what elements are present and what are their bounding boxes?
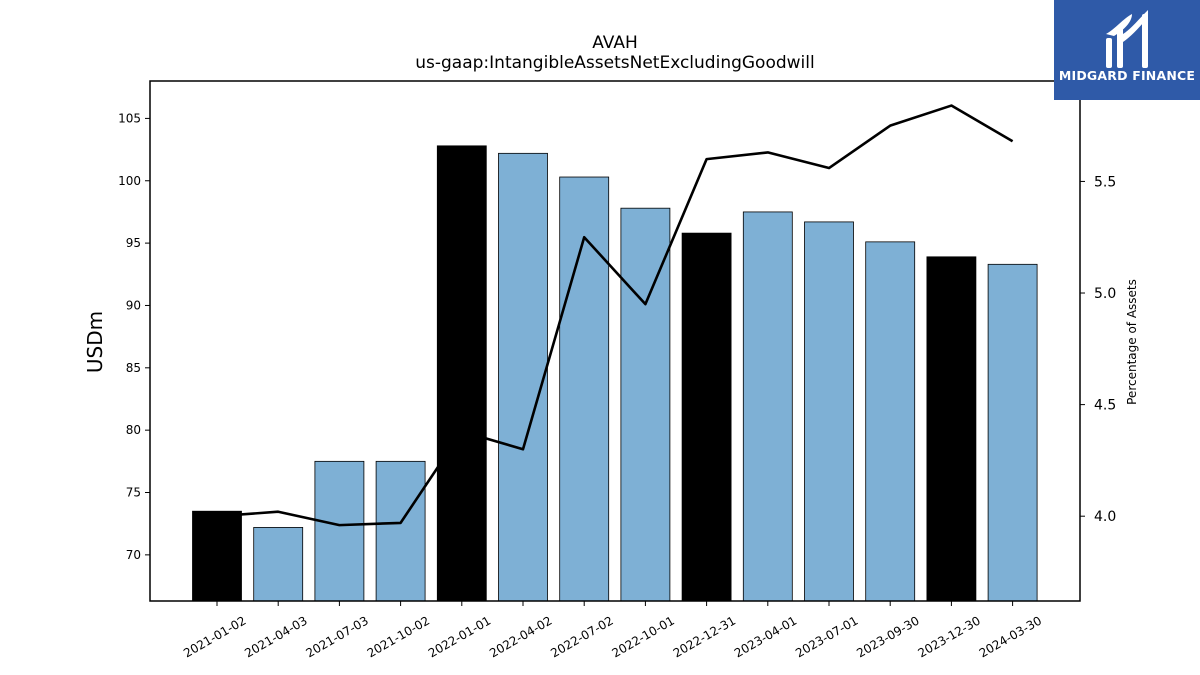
x-tick-label: 2022-10-01 [609,613,676,660]
chart-title: AVAH [592,33,638,53]
y2-axis: 4.0 4.5 5.0 5.5 [1080,174,1116,525]
x-tick-label: 2022-04-02 [487,613,554,660]
y-tick-label: 105 [118,111,141,125]
y-tick-label: 85 [126,361,141,375]
x-tick-label: 2022-07-02 [548,613,615,660]
bar [865,241,916,602]
plot-frame [149,80,1081,602]
bar [987,263,1038,602]
x-tick-label: 2021-01-02 [181,613,248,660]
logo-mark-icon [1106,10,1148,68]
y-tick-label: 70 [126,548,141,562]
bar [742,211,793,602]
series-line [216,104,1014,527]
brand-logo: MIDGARD FINANCE [1054,0,1200,100]
y-tick-label: 90 [126,298,141,312]
line-layer [216,104,1014,527]
y2-tick-label: 4.5 [1094,398,1116,414]
bar [804,221,854,602]
bars-layer [192,145,1038,602]
x-tick-label: 2021-07-03 [303,613,370,660]
y-axis: 70 75 80 85 90 95 100 105 [118,111,150,562]
bar [926,256,977,602]
bar [253,527,304,602]
bar [681,232,732,602]
x-tick-label: 2023-04-01 [732,613,799,660]
x-tick-label: 2023-12-30 [915,613,982,660]
y-tick-label: 100 [118,174,141,188]
x-tick-label: 2023-07-01 [793,613,860,660]
bar [498,152,548,602]
x-tick-label: 2023-09-30 [854,613,921,660]
y2-tick-label: 5.0 [1094,286,1116,302]
x-tick-label: 2024-03-30 [977,613,1044,660]
x-axis: 2021-01-022021-04-032021-07-032021-10-02… [181,601,1044,660]
y-tick-label: 80 [126,423,141,437]
y2-axis-label: Percentage of Assets [1125,279,1139,405]
bar [192,510,242,602]
chart-subtitle: us-gaap:IntangibleAssetsNetExcludingGood… [415,53,814,73]
x-tick-label: 2021-10-02 [365,613,432,660]
y-tick-label: 75 [126,486,141,500]
bar [375,460,426,602]
y2-tick-label: 4.0 [1094,509,1116,525]
bar [620,207,671,602]
x-tick-label: 2022-12-31 [671,613,738,660]
bar [436,145,487,602]
x-tick-label: 2022-01-01 [426,613,493,660]
y-tick-label: 95 [126,236,141,250]
x-tick-label: 2021-04-03 [242,613,309,660]
logo-text: MIDGARD FINANCE [1058,68,1196,83]
y2-tick-label: 5.5 [1094,174,1116,190]
bar [559,176,610,602]
y-axis-label: USDm [83,311,107,373]
bar [314,460,365,602]
